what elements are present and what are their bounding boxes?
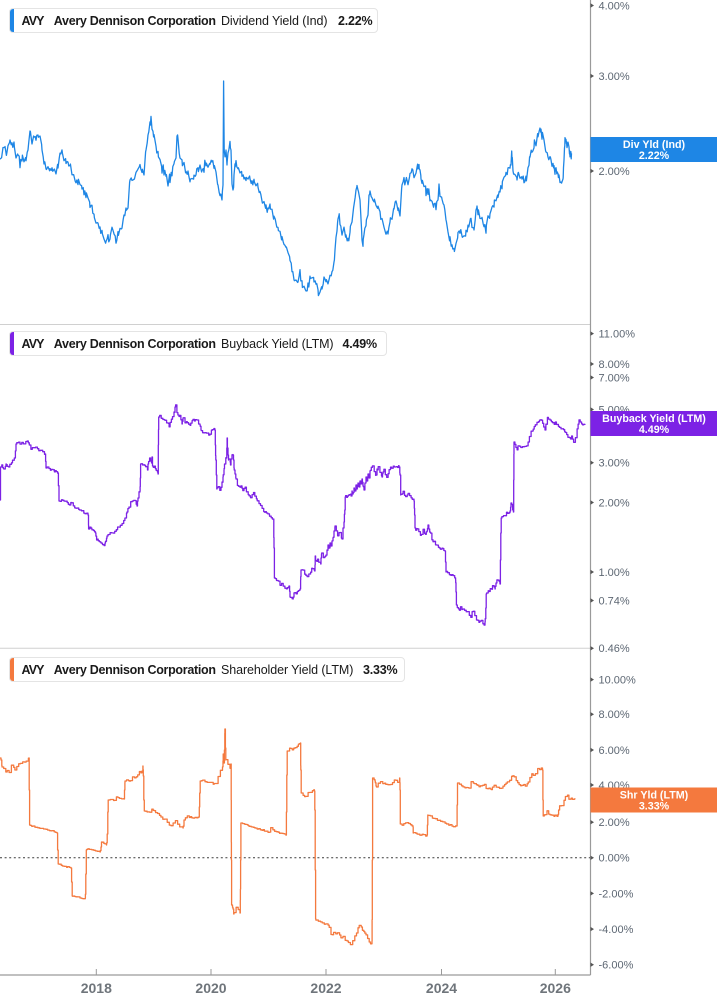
svg-text:-4.00%: -4.00%: [599, 924, 634, 936]
svg-text:2.22%: 2.22%: [639, 150, 670, 162]
svg-text:Div Yld (Ind): Div Yld (Ind): [623, 139, 686, 151]
svg-text:6.00%: 6.00%: [599, 745, 630, 757]
svg-text:3.00%: 3.00%: [599, 458, 630, 470]
svg-text:Buyback Yield (LTM): Buyback Yield (LTM): [602, 413, 706, 425]
svg-text:-2.00%: -2.00%: [599, 888, 634, 900]
svg-text:4.49%: 4.49%: [639, 424, 670, 436]
svg-text:2026: 2026: [540, 980, 571, 996]
svg-text:0.74%: 0.74%: [599, 595, 630, 607]
svg-text:2024: 2024: [426, 980, 457, 996]
svg-text:2022: 2022: [310, 980, 341, 996]
svg-text:2.00%: 2.00%: [599, 166, 630, 178]
svg-text:Shr Yld (LTM): Shr Yld (LTM): [620, 789, 689, 801]
svg-text:8.00%: 8.00%: [599, 359, 630, 371]
svg-text:2.00%: 2.00%: [599, 497, 630, 509]
svg-text:3.33%: 3.33%: [639, 801, 670, 813]
svg-text:11.00%: 11.00%: [599, 329, 636, 341]
svg-text:1.00%: 1.00%: [599, 567, 630, 579]
svg-text:0.00%: 0.00%: [599, 853, 630, 865]
svg-text:0.46%: 0.46%: [599, 643, 630, 655]
svg-text:10.00%: 10.00%: [599, 675, 637, 687]
svg-text:2.00%: 2.00%: [599, 817, 630, 829]
svg-text:2020: 2020: [195, 980, 226, 996]
svg-text:2018: 2018: [81, 980, 112, 996]
svg-text:4.00%: 4.00%: [599, 0, 630, 12]
svg-text:7.00%: 7.00%: [599, 372, 630, 384]
svg-text:-6.00%: -6.00%: [599, 960, 634, 972]
svg-text:8.00%: 8.00%: [599, 709, 630, 721]
svg-text:3.00%: 3.00%: [599, 71, 630, 83]
